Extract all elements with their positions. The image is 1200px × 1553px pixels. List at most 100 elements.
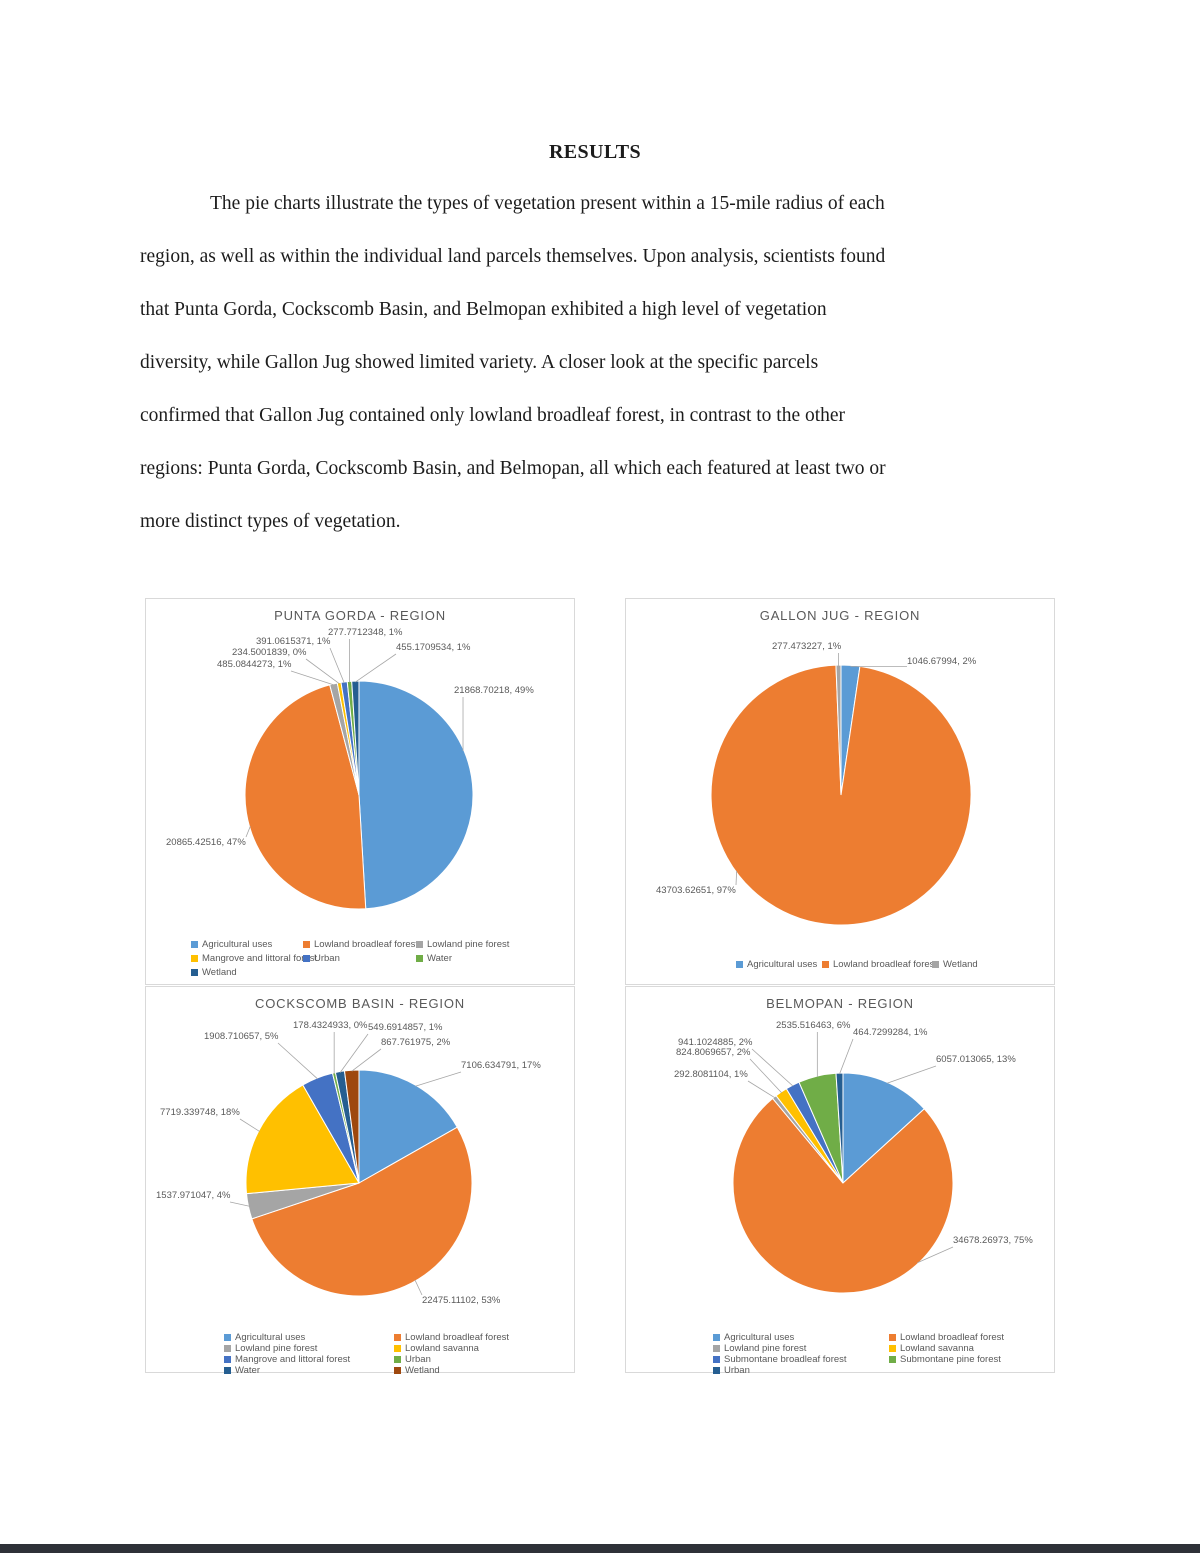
label-leader-line [339,1033,369,1073]
legend-item-water: Water [224,1365,260,1376]
data-label-wetland: 867.761975, 2% [381,1037,451,1048]
data-label-water: 549.6914857, 1% [368,1022,443,1033]
legend-marker [822,961,829,968]
legend-marker [224,1367,231,1374]
legend-label: Water [427,953,452,964]
pie-slice-lowland-broadleaf-forest [244,684,367,910]
legend-label: Wetland [202,967,237,978]
label-leader-line [415,1071,462,1087]
section-heading: RESULTS [548,141,642,163]
legend-label: Lowland pine forest [235,1343,318,1354]
paragraph-line: diversity, while Gallon Jug showed limit… [140,352,819,373]
label-leader-line [305,658,340,685]
legend-label: Agricultural uses [235,1332,306,1343]
legend-item-lowland-savanna: Lowland savanna [889,1343,974,1354]
pie-slice-lowland-broadleaf-forest [710,664,972,926]
chart-title: PUNTA GORDA - REGION [274,608,446,623]
legend-label: Urban [724,1365,750,1376]
data-label-agricultural-uses: 1046.67994, 2% [907,656,977,667]
legend-label: Lowland broadleaf forest [900,1332,1005,1343]
legend-marker [303,941,310,948]
legend-marker [416,941,423,948]
results-paragraph: The pie charts illustrate the types of v… [140,177,1085,548]
legend-label: Agricultural uses [202,939,273,950]
data-label-urban: 391.0615371, 1% [256,636,331,647]
legend-marker [889,1334,896,1341]
legend-label: Lowland pine forest [724,1343,807,1354]
legend-label: Water [235,1365,260,1376]
legend-label: Agricultural uses [747,959,818,970]
legend-item-agricultural-uses: Agricultural uses [713,1332,794,1343]
chart-title: GALLON JUG - REGION [759,608,921,623]
label-leader-line [245,826,251,838]
pie-chart-belmopan-region: BELMOPAN - REGION 6057.013065, 13% 34678.… [625,986,1055,1376]
paragraph-line: that Punta Gorda, Cockscomb Basin, and B… [140,299,827,320]
legend-marker [224,1345,231,1352]
pie-plot-area [710,653,972,926]
legend-item-urban: Urban [713,1365,750,1376]
data-label-agricultural-uses: 6057.013065, 13% [936,1054,1016,1065]
label-leader-line [747,1080,776,1099]
legend-label: Mangrove and littoral forest [235,1354,351,1365]
legend-item-submontane-broadleaf-forest: Submontane broadleaf forest [713,1354,847,1365]
legend-item-mangrove-and-littoral-forest: Mangrove and littoral forest [191,953,317,964]
chart-title: BELMOPAN - REGION [766,996,914,1011]
data-label-wetland: 455.1709534, 1% [396,642,471,653]
legend-item-submontane-pine-forest: Submontane pine forest [889,1354,1001,1365]
pie-plot-area [244,639,474,910]
legend-marker [394,1367,401,1374]
legend-item-agricultural-uses: Agricultural uses [224,1332,305,1343]
pie-chart-gallon-jug-region: GALLON JUG - REGION 1046.67994, 2% 43703.… [625,598,1055,985]
data-label-lowland-broadleaf-forest: 22475.11102, 53% [422,1295,501,1306]
legend-label: Lowland savanna [405,1343,479,1354]
legend-item-urban: Urban [303,953,340,964]
data-label-water: 277.7712348, 1% [328,627,403,638]
legend-item-water: Water [416,953,452,964]
label-leader-line [751,1048,794,1087]
legend-item-agricultural-uses: Agricultural uses [736,959,817,970]
legend-item-lowland-broadleaf-forest: Lowland broadleaf forest [394,1332,509,1343]
data-label-wetland: 277.473227, 1% [772,641,842,652]
data-label-lowland-savanna: 824.8069657, 2% [676,1047,751,1058]
legend-label: Submontane broadleaf forest [724,1354,847,1365]
data-label-lowland-pine-forest: 1537.971047, 4% [156,1190,231,1201]
pie-slice-agricultural-uses [842,1072,925,1185]
legend-marker [713,1334,720,1341]
data-label-agricultural-uses: 7106.634791, 17% [461,1060,541,1071]
legend-item-mangrove-and-littoral-forest: Mangrove and littoral forest [224,1354,350,1365]
data-label-mangrove-and-littoral-forest: 1908.710657, 5% [204,1031,279,1042]
pie-chart-punta-gorda-region: PUNTA GORDA - REGION 21868.70218, 49% 208… [145,598,575,985]
pie-plot-area [229,1032,473,1297]
data-label-mangrove-and-littoral-forest: 234.5001839, 0% [232,647,307,658]
legend-marker [224,1334,231,1341]
legend-label: Lowland broadleaf forest [833,959,938,970]
pie-slice-wetland [351,680,360,796]
pie-slice-agricultural-uses [358,680,474,910]
legend-marker [416,955,423,962]
pie-chart-cockscomb-basin-region: COCKSCOMB BASIN - REGION 7106.634791, 17… [145,986,575,1376]
legend-item-urban: Urban [394,1354,431,1365]
label-leader-line [917,1246,954,1264]
legend-item-lowland-pine-forest: Lowland pine forest [224,1343,317,1354]
legend-item-agricultural-uses: Agricultural uses [191,939,272,950]
legend-label: Lowland pine forest [427,939,510,950]
legend-marker [394,1345,401,1352]
label-leader-line [329,647,345,684]
data-label-lowland-pine-forest: 485.0844273, 1% [217,659,292,670]
data-label-lowland-broadleaf-forest: 20865.42516, 47% [166,837,246,848]
label-leader-line [355,653,397,683]
legend-item-wetland: Wetland [394,1365,440,1376]
legend-marker [224,1356,231,1363]
legend-marker [713,1356,720,1363]
pie-slice-agricultural-uses [358,1069,458,1184]
legend-label: Lowland broadleaf forest [314,939,419,950]
legend-marker [713,1367,720,1374]
legend-item-lowland-savanna: Lowland savanna [394,1343,479,1354]
legend-marker [736,961,743,968]
legend-marker [889,1345,896,1352]
data-label-lowland-broadleaf-forest: 43703.62651, 97% [656,885,736,896]
legend-marker [394,1356,401,1363]
legend-item-lowland-broadleaf-forest: Lowland broadleaf forest [889,1332,1004,1343]
label-leader-line [839,1038,854,1075]
